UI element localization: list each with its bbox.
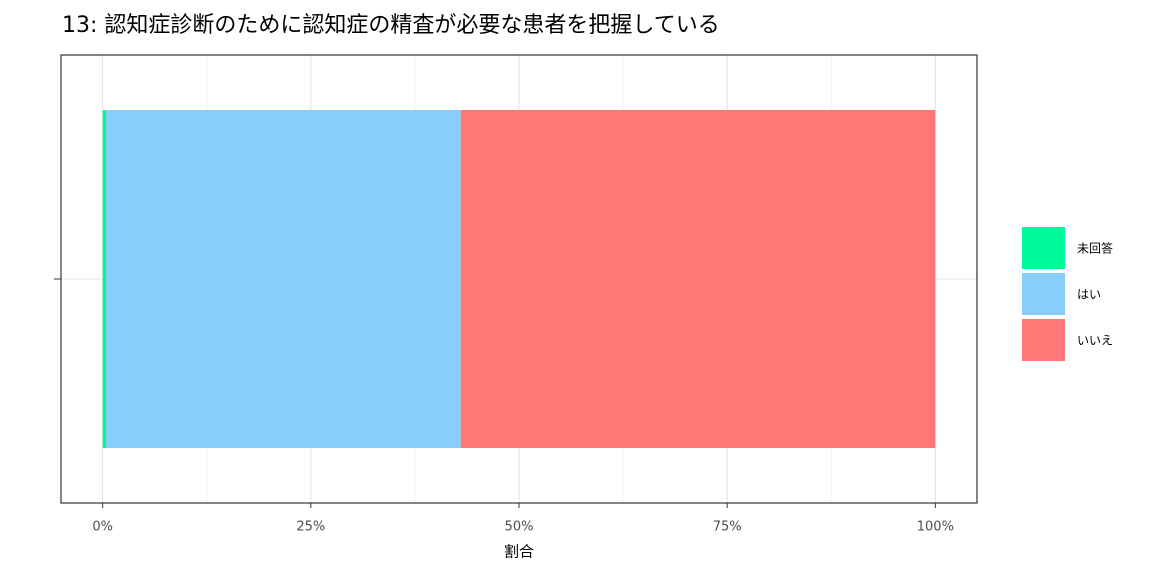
- legend-key: [1022, 319, 1065, 361]
- x-tick-label: 75%: [713, 520, 742, 535]
- bar-segment: [105, 110, 461, 448]
- x-axis-label: 割合: [504, 543, 534, 561]
- x-tick-label: 50%: [505, 520, 534, 535]
- x-tick-label: 25%: [296, 520, 325, 535]
- legend-key: [1022, 227, 1065, 269]
- bar-segment: [460, 110, 936, 448]
- bar-segment: [102, 110, 106, 448]
- legend-key: [1022, 273, 1065, 315]
- legend-label: いいえ: [1077, 334, 1113, 348]
- x-tick-label: 100%: [917, 520, 954, 535]
- legend-label: 未回答: [1077, 241, 1113, 256]
- chart-title: 13: 認知症診断のために認知症の精査が必要な患者を把握している: [62, 13, 720, 38]
- legend-label: はい: [1077, 288, 1101, 302]
- x-tick-label: 0%: [92, 520, 113, 535]
